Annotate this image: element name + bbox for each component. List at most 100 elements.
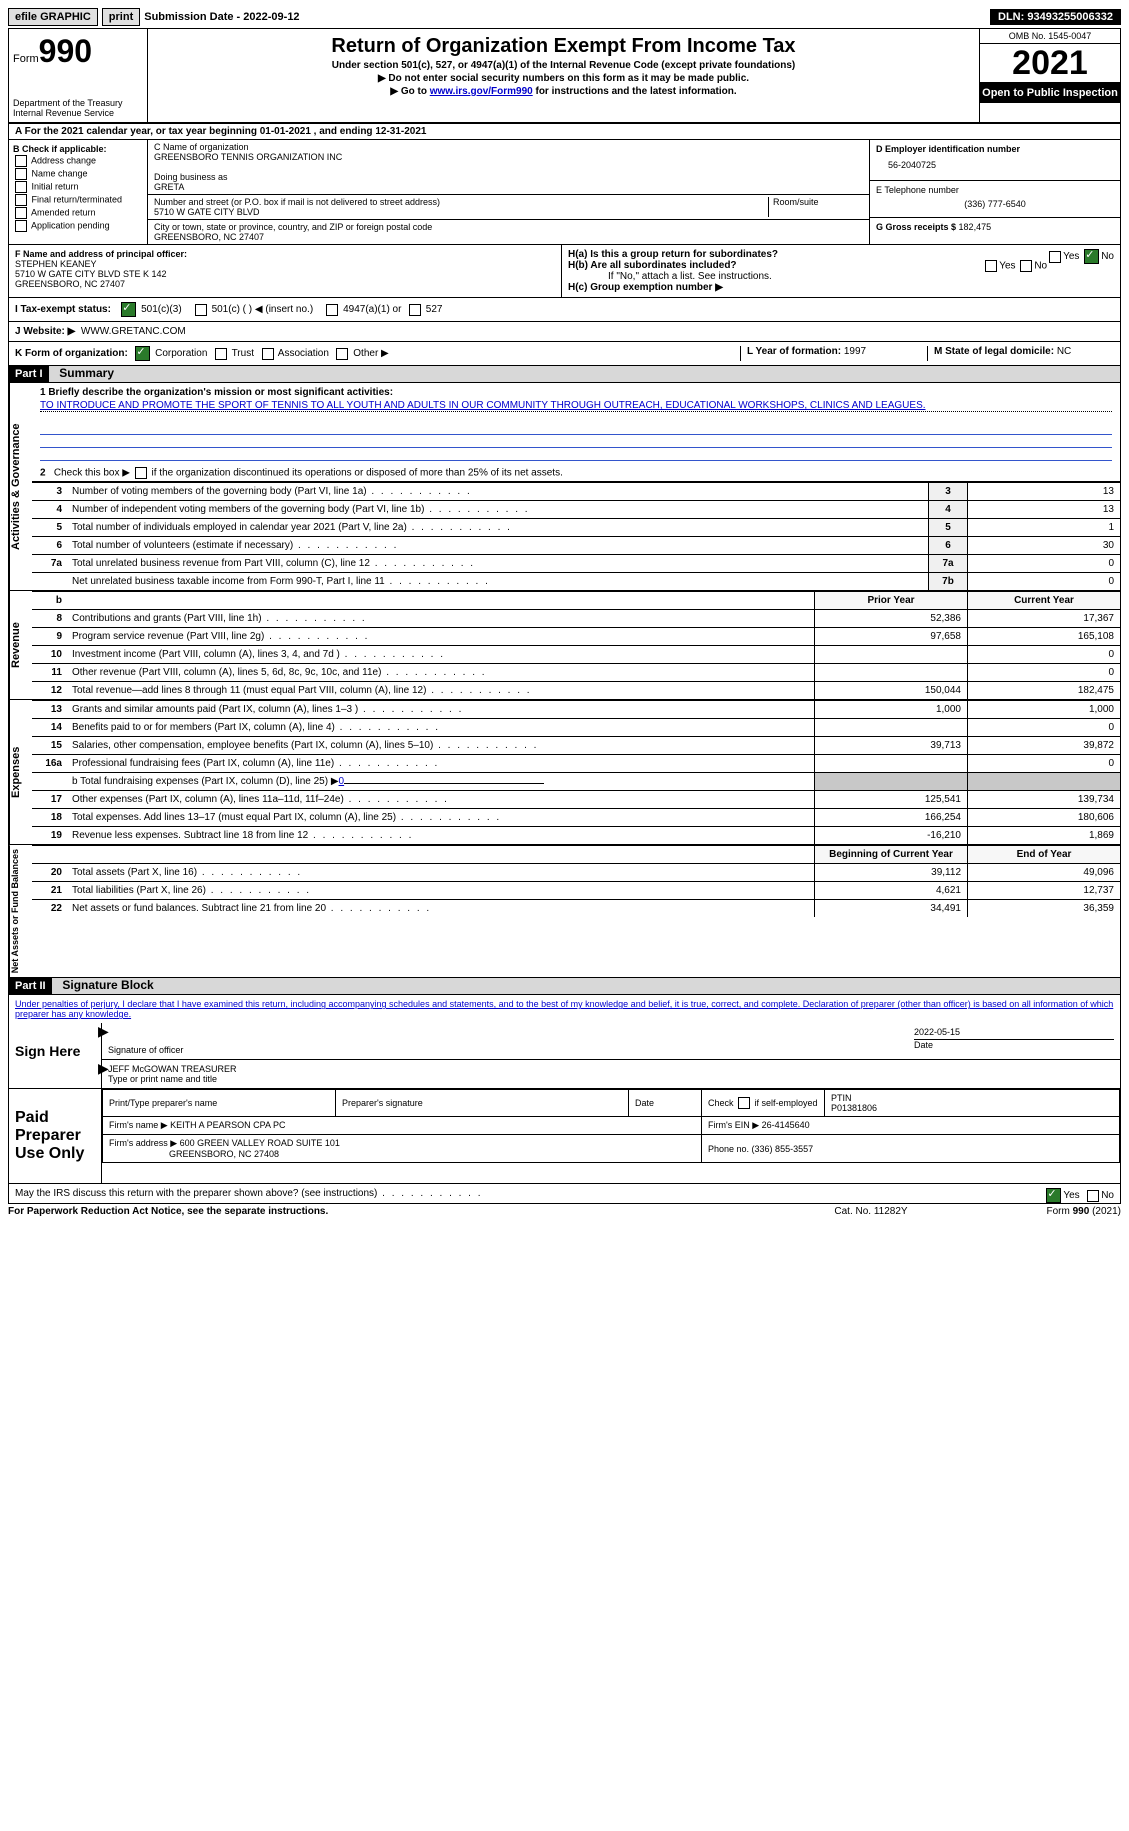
cb-discontinued[interactable] <box>135 467 147 479</box>
box-c: C Name of organization GREENSBORO TENNIS… <box>148 140 869 244</box>
website-label: J Website: ▶ <box>15 326 75 337</box>
cb-amended[interactable]: Amended return <box>13 207 143 219</box>
header-right: OMB No. 1545-0047 2021 Open to Public In… <box>979 29 1120 122</box>
prior-value <box>815 755 968 773</box>
dln-value: 93493255006332 <box>1027 11 1113 23</box>
submission-label: Submission Date - 2022-09-12 <box>144 11 299 23</box>
box-b: B Check if applicable: Address change Na… <box>9 140 148 244</box>
cb-self-employed[interactable]: Check if self-employed <box>708 1098 818 1108</box>
line-box: 4 <box>929 501 968 519</box>
prior-value <box>815 719 968 737</box>
ein-label: D Employer identification number <box>876 144 1114 154</box>
gross-receipts: 182,475 <box>959 222 992 232</box>
line-num: 11 <box>32 664 66 682</box>
current-value: 0 <box>968 646 1121 664</box>
line-text: Total liabilities (Part X, line 26) <box>66 882 815 900</box>
part1-header: Part I Summary <box>8 366 1121 383</box>
cb-address-change[interactable]: Address change <box>13 155 143 167</box>
cb-trust[interactable] <box>215 348 227 360</box>
submission-date: 2022-09-12 <box>243 11 299 23</box>
penalty-link[interactable]: Under penalties of perjury, I declare th… <box>15 999 1113 1019</box>
opt-corp: Corporation <box>155 348 207 359</box>
opt-other: Other ▶ <box>353 348 388 359</box>
prior-value: 34,491 <box>815 900 968 918</box>
form-num: 990 <box>39 33 92 69</box>
line-b-label: b Total fundraising expenses (Part IX, c… <box>72 776 339 787</box>
line-box: 7a <box>929 555 968 573</box>
identity-block: B Check if applicable: Address change Na… <box>8 140 1121 245</box>
line-b-val[interactable]: 0 <box>339 776 345 787</box>
line-text: Number of independent voting members of … <box>66 501 929 519</box>
cb-527[interactable] <box>409 304 421 316</box>
cb-final-return[interactable]: Final return/terminated <box>13 194 143 206</box>
ptin: P01381806 <box>831 1103 1113 1113</box>
mission-block: 1 Briefly describe the organization's mi… <box>32 383 1120 482</box>
line-i: I Tax-exempt status: 501(c)(3) 501(c) ( … <box>8 298 1121 322</box>
officer-printed-name: JEFF McGOWAN TREASURER <box>108 1064 1114 1074</box>
current-value: 182,475 <box>968 682 1121 700</box>
hc-label: H(c) Group exemption number ▶ <box>568 282 723 293</box>
line-klm: K Form of organization: Corporation Trus… <box>8 342 1121 366</box>
header-center: Return of Organization Exempt From Incom… <box>148 29 979 122</box>
line-value: 1 <box>968 519 1121 537</box>
side-netassets: Net Assets or Fund Balances <box>9 845 32 977</box>
line-num: 4 <box>32 501 66 519</box>
arrow-icon: ▶ <box>98 1060 109 1077</box>
cb-discuss-no[interactable] <box>1087 1190 1099 1202</box>
state-domicile: NC <box>1057 346 1071 357</box>
irs-link[interactable]: www.irs.gov/Form990 <box>430 86 533 97</box>
cb-pending[interactable]: Application pending <box>13 220 143 232</box>
line-num: 22 <box>32 900 66 918</box>
opt-pending: Application pending <box>31 220 110 230</box>
print-button[interactable]: print <box>102 8 140 26</box>
line-num: 16a <box>32 755 66 773</box>
prior-value: 1,000 <box>815 701 968 719</box>
cb-name-change[interactable]: Name change <box>13 168 143 180</box>
prior-value: 166,254 <box>815 809 968 827</box>
year-formation: 1997 <box>844 346 866 357</box>
cb-other[interactable] <box>336 348 348 360</box>
cb-discuss-yes[interactable] <box>1046 1188 1061 1203</box>
line-2: 2 Check this box ▶ if the organization d… <box>40 467 1112 479</box>
firm-ein-label: Firm's EIN ▶ <box>708 1120 762 1130</box>
mission-text[interactable]: TO INTRODUCE AND PROMOTE THE SPORT OF TE… <box>40 400 1112 412</box>
line-num: 15 <box>32 737 66 755</box>
penalty-text: Under penalties of perjury, I declare th… <box>8 995 1121 1023</box>
cb-501c[interactable] <box>195 304 207 316</box>
hdr-end: End of Year <box>968 846 1121 864</box>
cb-initial-return[interactable]: Initial return <box>13 181 143 193</box>
prior-value: -16,210 <box>815 827 968 845</box>
line-value: 13 <box>968 483 1121 501</box>
dln-label: DLN: <box>998 11 1027 23</box>
firm-addr-label: Firm's address ▶ <box>109 1138 180 1148</box>
preparer-table: Print/Type preparer's name Preparer's si… <box>102 1089 1120 1163</box>
cb-corp[interactable] <box>135 346 150 361</box>
street-label: Number and street (or P.O. box if mail i… <box>154 197 768 207</box>
dln: DLN: 93493255006332 <box>990 9 1121 25</box>
line-text: Benefits paid to or for members (Part IX… <box>66 719 815 737</box>
sig-officer-label: Signature of officer <box>108 1027 914 1055</box>
line-num: 17 <box>32 791 66 809</box>
sig-date: 2022-05-15 <box>914 1027 1114 1037</box>
part2-title: Signature Block <box>54 978 153 992</box>
officer-group-block: F Name and address of principal officer:… <box>8 245 1121 298</box>
opt-initial: Initial return <box>32 181 79 191</box>
line-num: 8 <box>32 610 66 628</box>
cb-4947[interactable] <box>326 304 338 316</box>
current-value: 1,869 <box>968 827 1121 845</box>
cb-501c3[interactable] <box>121 302 136 317</box>
prior-value: 39,112 <box>815 864 968 882</box>
officer-addr2: GREENSBORO, NC 27407 <box>15 279 555 289</box>
line-box: 6 <box>929 537 968 555</box>
firm-ein: 26-4145640 <box>762 1120 810 1130</box>
line-text: Investment income (Part VIII, column (A)… <box>66 646 815 664</box>
ha-label: H(a) Is this a group return for subordin… <box>568 249 778 260</box>
cb-assoc[interactable] <box>262 348 274 360</box>
line-num: 10 <box>32 646 66 664</box>
firm-addr1: 600 GREEN VALLEY ROAD SUITE 101 <box>180 1138 340 1148</box>
hb-label: H(b) Are all subordinates included? <box>568 260 737 271</box>
line-text: Total number of individuals employed in … <box>66 519 929 537</box>
footer-left: For Paperwork Reduction Act Notice, see … <box>8 1206 771 1217</box>
hdr-begin: Beginning of Current Year <box>815 846 968 864</box>
line-text: Other revenue (Part VIII, column (A), li… <box>66 664 815 682</box>
